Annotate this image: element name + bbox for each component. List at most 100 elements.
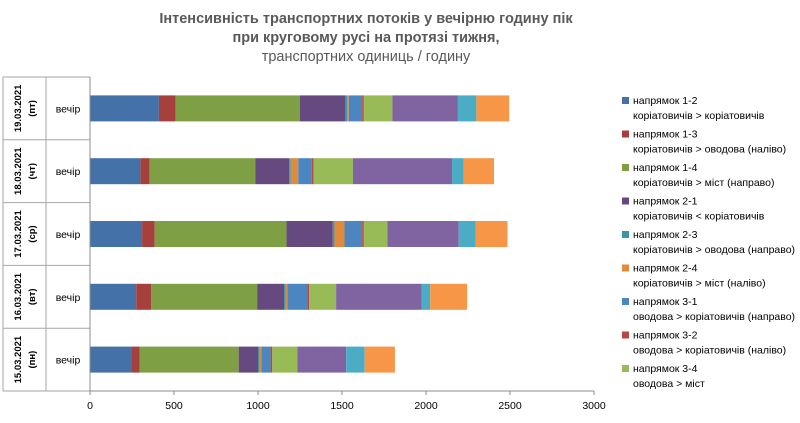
category-date-label: 17.03.2021	[13, 210, 24, 258]
bar-segment	[258, 346, 260, 373]
legend-swatch	[622, 264, 629, 272]
chart-subtitle: транспортних одиниць / годину	[262, 49, 471, 65]
category-date-group: 15.03.2021 (пн)	[13, 335, 38, 383]
bar-segment	[347, 95, 349, 122]
bar-segment	[139, 346, 239, 373]
bar-segment	[287, 283, 308, 310]
legend-swatch	[622, 331, 629, 339]
category-weekday-label: (пт)	[27, 100, 38, 117]
category-date-group: 18.03.2021 (чт)	[13, 147, 38, 195]
category-date-label: 16.03.2021	[13, 272, 24, 320]
bar-segment	[457, 95, 477, 122]
bar-segment	[286, 221, 333, 247]
category-grid	[2, 76, 90, 392]
bar-segment	[158, 95, 176, 122]
bar-segment	[290, 158, 299, 185]
category-labels: вечір 19.03.2021 (пт) вечір 18.03.2021 (чт) ве…	[13, 84, 80, 383]
category-period-label: вечір	[56, 166, 81, 178]
bar-segment	[272, 346, 298, 373]
x-tick-label: 500	[165, 400, 183, 412]
bar-segment	[238, 346, 258, 373]
chart-title-line-1: Інтенсивність транспортних потоків у веч…	[159, 11, 573, 27]
bar-segment	[140, 158, 150, 185]
bar-segment	[298, 158, 312, 185]
bar-segment	[270, 346, 273, 373]
bar-segment	[255, 158, 290, 185]
bar-segment	[352, 158, 453, 185]
category-weekday-label: (вт)	[27, 288, 38, 305]
category-date-group: 19.03.2021 (пт)	[13, 84, 38, 132]
legend-sublabel: коріатовичів < коріатовичів	[633, 211, 765, 223]
bar-segment	[362, 95, 364, 122]
legend-label: напрямок 2-4	[633, 263, 698, 275]
category-weekday-label: (чт)	[27, 163, 38, 180]
bar-segment	[154, 221, 287, 247]
legend-sublabel: коріатовичів > міст (направо)	[633, 177, 774, 189]
legend-label: напрямок 1-2	[633, 95, 698, 107]
bar-segment	[334, 221, 345, 247]
bar-segment	[90, 158, 141, 185]
chart-title-line-2: при круговому русі на протязі тижня,	[232, 30, 499, 46]
bar-segment	[132, 346, 140, 373]
bar-segment	[348, 95, 363, 122]
legend-sublabel: коріатовичів > коріатовичів	[633, 110, 765, 122]
bar-segment	[300, 95, 346, 122]
legend-sublabel: оводова > коріатовичів (наліво)	[633, 345, 786, 357]
bar-segment	[452, 158, 464, 185]
legend-sublabel: оводова > коріатовичів (направо)	[633, 311, 795, 323]
bar-segment	[346, 346, 365, 373]
bar-segment	[387, 221, 459, 247]
bar-segment	[257, 283, 285, 310]
bar-segment	[90, 221, 143, 247]
bar-segment	[336, 283, 422, 310]
bar-segment	[284, 283, 286, 310]
bar-segment	[463, 158, 495, 185]
category-period-label: вечір	[56, 229, 81, 241]
bar-segment	[311, 158, 314, 185]
legend-sublabel: коріатовичів > міст (наліво)	[633, 278, 766, 290]
legend-label: напрямок 2-3	[633, 229, 698, 241]
x-tick-label: 1500	[330, 400, 354, 412]
x-tick-label: 3000	[582, 400, 606, 412]
legend-swatch	[622, 130, 629, 138]
bar-segment	[421, 283, 431, 310]
category-period-label: вечір	[56, 103, 81, 115]
bar-segment	[149, 158, 256, 185]
bar-segment	[142, 221, 155, 247]
category-weekday-label: (ср)	[27, 225, 38, 242]
bar-area	[90, 95, 510, 373]
bar-segment	[297, 346, 347, 373]
x-tick-label: 1000	[246, 400, 270, 412]
bar-segment	[430, 283, 468, 310]
legend-swatch	[622, 231, 629, 238]
x-axis-ticks: 0 500 1000 1500 2000 2500 3000	[87, 391, 606, 412]
legend-label: напрямок 2-1	[633, 196, 698, 208]
legend-label: напрямок 3-2	[633, 330, 698, 342]
legend-swatch	[622, 97, 629, 104]
bar-segment	[364, 346, 395, 373]
bar-segment	[458, 221, 476, 247]
bar-segment	[285, 283, 288, 310]
bar-segment	[392, 95, 458, 122]
bar-segment	[259, 346, 262, 373]
x-tick-label: 0	[87, 400, 93, 412]
legend-label: напрямок 1-3	[633, 129, 698, 141]
bar-segment	[313, 158, 353, 185]
x-tick-label: 2500	[498, 400, 522, 412]
legend-label: напрямок 1-4	[633, 162, 698, 174]
legend-swatch	[622, 197, 629, 205]
bar-segment	[345, 95, 348, 122]
bar-segment	[309, 283, 337, 310]
category-date-label: 15.03.2021	[13, 335, 24, 383]
legend-label: напрямок 3-1	[633, 296, 698, 308]
bar-segment	[90, 283, 137, 310]
legend: напрямок 1-2 коріатовичів > коріатовичів н…	[622, 95, 795, 390]
bar-segment	[175, 95, 300, 122]
bar-segment	[136, 283, 152, 310]
legend-swatch	[622, 365, 629, 372]
bar-segment	[289, 158, 291, 185]
legend-sublabel: оводова > міст	[633, 378, 705, 390]
legend-label: напрямок 3-4	[633, 363, 698, 375]
legend-sublabel: коріатовичів > оводова (наліво)	[633, 144, 786, 156]
